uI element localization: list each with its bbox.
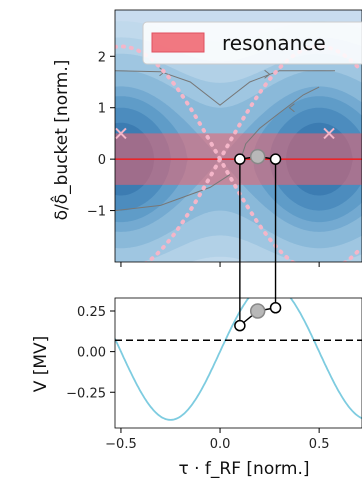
x-axis-ticks: −0.5 0.0 0.5: [105, 428, 329, 452]
y-tick-label: 1: [98, 102, 106, 117]
y-tick-label: 0: [98, 153, 106, 168]
bottom-marker: [234, 319, 246, 332]
legend-swatch: [151, 32, 205, 53]
top-marker: [249, 148, 266, 165]
flow-line: [115, 174, 231, 212]
legend-label: resonance: [222, 31, 326, 55]
voltage-ylabel: V [MV]: [31, 336, 51, 393]
markers: [234, 148, 282, 332]
x-tick-label: 0.5: [309, 437, 330, 452]
flow-line: [239, 86, 320, 162]
bottom-marker: [249, 303, 266, 319]
x-axis-label: τ · f_RF [norm.]: [178, 459, 309, 479]
voltage-clip: [115, 298, 362, 421]
top-marker: [269, 153, 282, 165]
y-tick-label: 0.00: [77, 346, 106, 361]
y-axis-ticks: 2 1 0 −1: [87, 50, 115, 220]
x-tick-label: −0.5: [105, 437, 137, 452]
top-marker: [234, 153, 246, 165]
y-tick-label: −0.25: [66, 386, 106, 401]
y-tick-label: 2: [98, 50, 106, 65]
voltage-frame: [114, 297, 362, 429]
phase-space-panel: 2 1 0 −1 δ/δ̂_bucket [norm.] resonance: [49, 9, 362, 267]
flow-arrow: [264, 69, 271, 79]
voltage-plot-area: [115, 298, 362, 428]
voltage-y-ticks: 0.25 0.00 −0.25: [66, 305, 115, 401]
x-marker: [323, 127, 335, 140]
fixed-point-markers: [115, 127, 335, 140]
voltage-panel: 0.25 0.00 −0.25 −0.5 0.0 0.5 V [MV] τ · f_RF…: [31, 297, 362, 479]
x-marker: [115, 127, 127, 140]
flow-line: [115, 70, 335, 106]
separatrix-branch: [144, 155, 362, 262]
flow-arrow: [288, 103, 295, 113]
bottom-marker: [269, 302, 282, 314]
y-tick-label: −1: [87, 205, 106, 220]
flow-lines: [115, 67, 335, 212]
phase-space-ylabel: δ/δ̂_bucket [norm.]: [49, 60, 72, 221]
x-tick-label: 0.0: [210, 437, 231, 452]
y-tick-label: 0.25: [77, 305, 106, 320]
legend: resonance: [142, 21, 362, 65]
voltage-curve: [115, 298, 362, 421]
x-axis-ticks-top-panel: [120, 262, 320, 267]
phase-space-frame: [114, 9, 362, 263]
